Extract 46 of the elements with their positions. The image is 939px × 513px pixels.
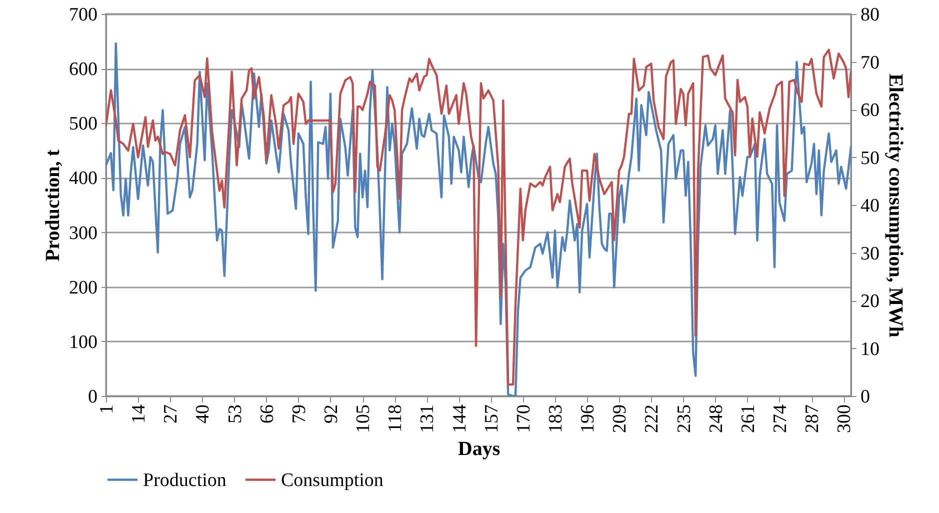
x-tick-label: 40: [192, 404, 214, 424]
y-tick-label: 400: [69, 168, 98, 190]
y-tick-label: 200: [69, 277, 98, 298]
y-tick-label: 500: [69, 114, 98, 135]
x-tick-label: 248: [706, 404, 727, 433]
y2-tick-label: 80: [860, 4, 880, 26]
y2-axis-title: Electricity consumption, MWh: [884, 74, 906, 338]
x-tick-label: 66: [256, 404, 278, 424]
x-tick-label: 209: [610, 404, 631, 433]
x-tick-label: 157: [481, 404, 502, 433]
x-tick-label: 27: [160, 404, 182, 424]
y-tick-label: 700: [69, 4, 98, 26]
y2-tick-label: 40: [860, 196, 880, 216]
y2-tick-label: 60: [860, 100, 880, 121]
x-tick-label: 261: [738, 404, 759, 433]
y2-tick-label: 10: [860, 338, 880, 360]
x-tick-label: 92: [320, 404, 342, 424]
x-tick-label: 222: [642, 404, 663, 433]
legend-label: Production: [143, 470, 227, 491]
x-tick-label: 105: [353, 404, 374, 433]
x-tick-label: 53: [224, 404, 246, 424]
x-tick-label: 14: [128, 404, 150, 424]
y-tick-label: 0: [88, 386, 98, 408]
y-tick-label: 300: [69, 222, 98, 244]
y2-tick-label: 30: [860, 243, 880, 264]
x-tick-label: 235: [674, 404, 695, 433]
x-tick-label: 118: [385, 404, 406, 432]
y-tick-label: 100: [69, 332, 98, 353]
x-tick-label: 1: [96, 404, 118, 414]
x-tick-label: 300: [834, 404, 856, 433]
x-tick-label: 287: [802, 404, 824, 433]
y2-tick-label: 70: [860, 52, 880, 74]
x-axis-title: Days: [458, 438, 500, 460]
x-tick-label: 131: [417, 404, 438, 433]
x-tick-label: 183: [545, 404, 566, 433]
x-tick-label: 196: [578, 404, 599, 433]
y-axis-title: Production, t: [42, 149, 64, 262]
x-tick-label: 274: [770, 404, 791, 433]
x-tick-label: 170: [513, 404, 534, 433]
y2-tick-label: 20: [860, 291, 880, 312]
y-tick-label: 600: [69, 59, 98, 80]
x-tick-label: 144: [449, 404, 470, 433]
y2-tick-label: 0: [860, 386, 870, 408]
x-tick-label: 79: [288, 404, 310, 424]
y2-tick-label: 50: [860, 148, 880, 169]
legend-label: Consumption: [281, 470, 384, 491]
